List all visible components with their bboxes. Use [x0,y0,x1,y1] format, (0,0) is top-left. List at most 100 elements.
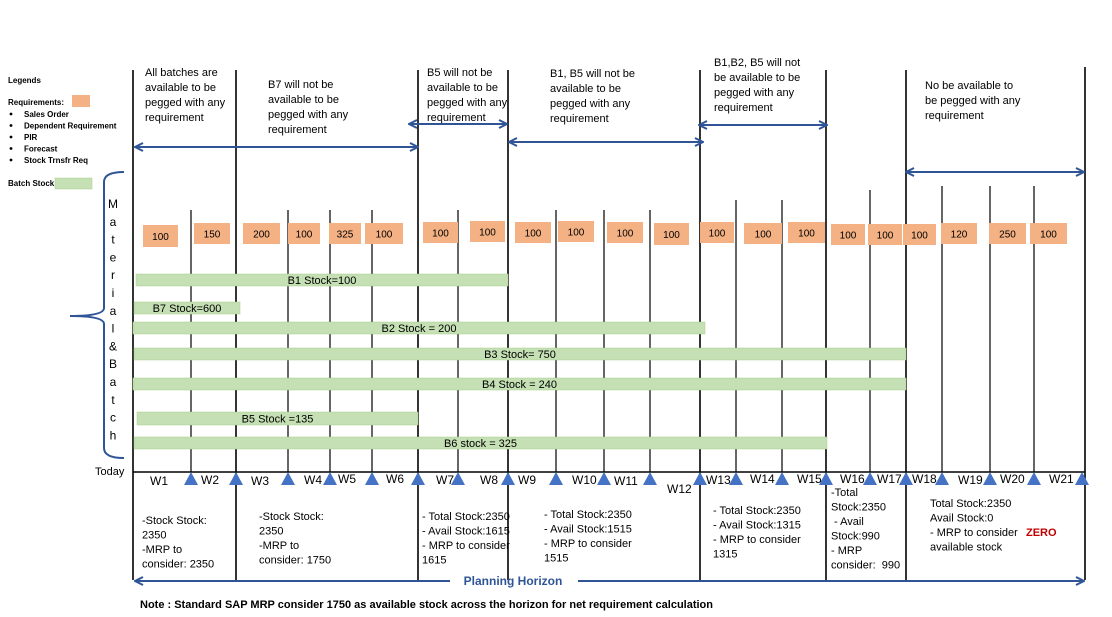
segment-text-line: B7 will not be [268,79,333,91]
batch-label: B2 Stock = 200 [382,323,457,335]
side-label-letter: M [108,197,118,211]
legend-batch-swatch [54,177,93,190]
requirement-qty: 100 [877,231,894,242]
stock-note-line: -Stock Stock: [259,511,324,523]
planning-horizon-label: Planning Horizon [464,574,563,588]
requirement-box [1030,223,1067,244]
bullet-icon [9,124,13,127]
week-marker-icon [899,472,913,485]
requirement-qty: 100 [296,230,313,241]
requirement-box [558,221,594,242]
batch-bar [132,377,907,391]
segment-text-line: pegged with any [550,98,631,110]
week-marker-icon [323,472,337,485]
stock-note-line: - Total Stock:2350 [544,509,632,521]
segment-descriptions: All batches are available to be pegged wit… [145,57,1021,136]
segment-text-line: available to be [268,94,339,106]
bullet-icon [9,112,13,116]
batch-bar [133,301,241,315]
batch-bar [133,436,828,450]
legend-title: Legends [8,76,41,85]
requirement-box [243,223,280,244]
week-label: W5 [338,472,356,486]
requirement-box [941,223,977,244]
batch-label: B6 stock = 325 [444,438,517,450]
stock-note-line: consider: 1750 [259,555,331,567]
requirement-qty: 100 [152,232,169,243]
material-batch-brace [69,171,125,459]
stock-note-line: - Avail [831,516,864,528]
week-label: W14 [750,472,775,486]
stock-note-line: 1615 [422,555,446,567]
requirement-box [423,222,458,243]
stock-note-line: 2350 [142,530,166,542]
side-label-letter: r [111,268,115,282]
segment-text-line: requirement [268,124,327,136]
legend-requirement-type: Dependent Requirement [24,122,117,131]
week-marker-icon [863,472,877,485]
stock-note-line: available stock [930,542,1003,554]
requirement-qty: 100 [798,229,815,240]
week-marker-icon [229,472,243,485]
batch-bar [133,347,907,361]
legend-requirements-label: Requirements: [8,98,64,107]
requirement-qty: 100 [755,230,772,241]
side-label-letter: e [110,250,117,264]
batch-bar [136,411,419,426]
stock-note-line: - MRP to consider [930,527,1018,539]
segment-text-line: pegged with any [427,97,508,109]
batch-bars: B1 Stock=100 B7 Stock=600 B2 Stock = 200 B3… [132,273,907,450]
requirement-qty: 200 [253,230,270,241]
week-marker-icon [693,472,707,485]
week-label: W12 [667,482,692,496]
stock-note-line: consider: 2350 [142,559,214,571]
stock-note-line: - Total Stock:2350 [422,511,510,523]
week-label: W17 [877,472,902,486]
side-label-letter: & [109,339,117,353]
segment-text-line: be available to be [714,72,800,84]
today-label: Today [95,466,125,478]
week-marker-icon [643,472,657,485]
side-label-letter: B [109,357,117,371]
stock-note-line: - MRP [831,545,862,557]
requirement-box [788,222,825,243]
week-marker-icon [983,472,997,485]
requirement-qty: 100 [617,229,634,240]
requirement-box [143,225,178,247]
stock-note-line: Avail Stock:0 [930,513,993,525]
requirement-qty: 100 [1040,230,1057,241]
requirement-qty: 120 [951,230,968,241]
requirement-box [607,222,643,243]
week-label: W2 [201,473,219,487]
stock-note-line: - Avail Stock:1515 [544,524,632,536]
batch-label: B5 Stock =135 [242,414,314,426]
segment-text-line: be pegged with any [925,95,1021,107]
week-label: W8 [480,473,498,487]
requirement-box [329,223,361,244]
week-marker-icon [365,472,379,485]
stock-note-line: - MRP to consider [544,538,632,550]
stock-note-line: - MRP to consider [713,534,801,546]
segment-text-line: requirement [714,102,773,114]
requirement-box [194,223,230,244]
stock-note-line: 1515 [544,553,568,565]
segment-text-line: requirement [925,110,984,122]
requirement-qty: 100 [840,231,857,242]
requirement-box [288,223,320,244]
batch-bar [132,321,706,335]
week-label: W4 [304,473,322,487]
segment-text-line: B1,B2, B5 will not [714,57,800,69]
segment-text-line: pegged with any [268,109,349,121]
legend-requirement-type: Forecast [24,145,58,154]
side-label-letter: a [110,215,117,229]
stock-note-line: -Total [831,487,858,499]
requirement-qty: 100 [376,230,393,241]
stock-note-line: consider: 990 [831,560,900,572]
week-marker-icon [819,472,833,485]
week-marker-icon [1075,472,1089,485]
requirement-box [365,223,403,244]
segment-text-line: All batches are [145,67,218,79]
segment-text-line: B5 will not be [427,67,492,79]
